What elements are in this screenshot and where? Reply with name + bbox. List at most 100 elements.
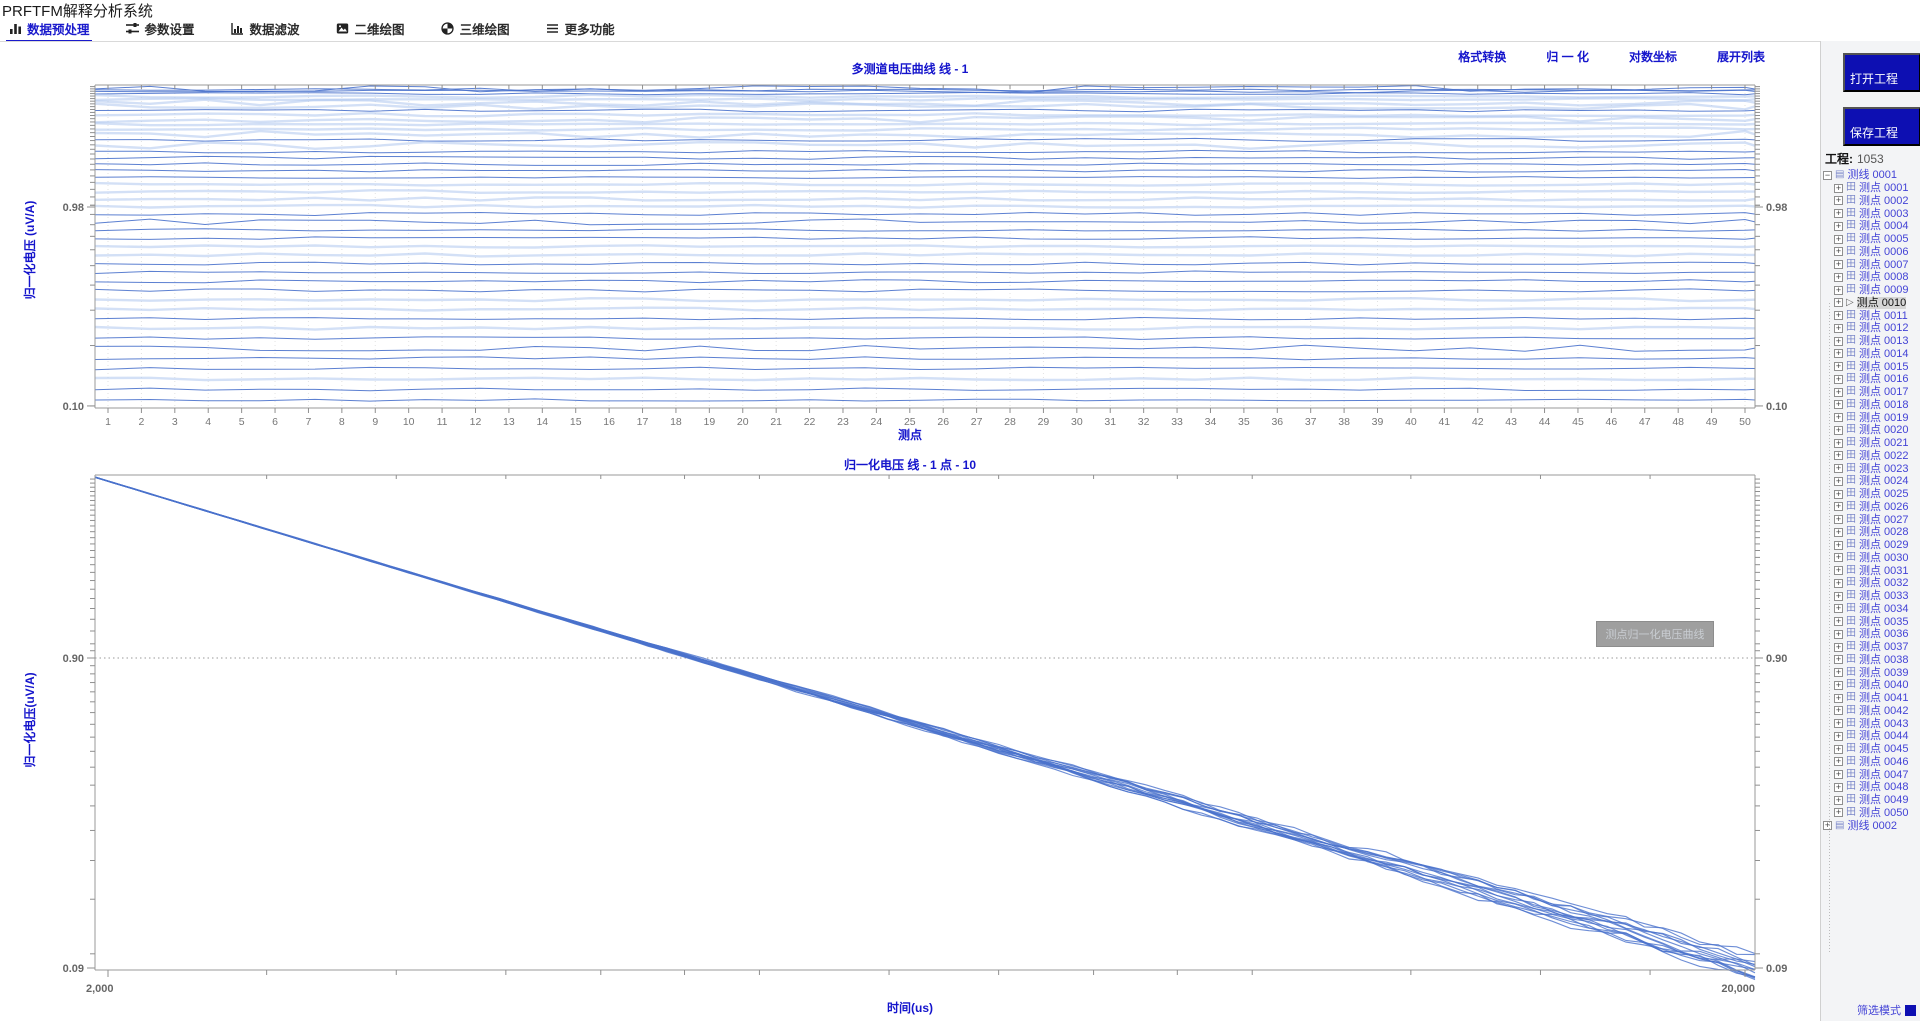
tree-expand-icon[interactable]: + (1834, 463, 1843, 474)
tree-expand-icon[interactable]: + (1834, 679, 1843, 690)
tree-node[interactable]: + 田测点 0025 (1821, 488, 1920, 501)
action-normalize[interactable]: 归 一 化 (1546, 50, 1589, 64)
menu-item-param-settings[interactable]: 参数设置 (124, 17, 197, 42)
tree-node[interactable]: + 田测点 0049 (1821, 794, 1920, 807)
tree-expand-icon[interactable]: + (1834, 769, 1843, 780)
tree-expand-icon[interactable]: + (1834, 526, 1843, 537)
tree-node[interactable]: + 田测点 0044 (1821, 730, 1920, 743)
tree-node[interactable]: + 田测点 0037 (1821, 641, 1920, 654)
menu-item-plot-2d[interactable]: 二维绘图 (334, 17, 407, 42)
tree-expand-icon[interactable]: + (1834, 718, 1843, 729)
menu-item-data-preprocess[interactable]: 数据预处理 (6, 17, 92, 42)
tree-node[interactable]: + 田测点 0045 (1821, 743, 1920, 756)
filter-mode-checkbox[interactable] (1905, 1004, 1916, 1016)
point-normalized-voltage-curve-button[interactable]: 测点归一化电压曲线 (1596, 621, 1714, 647)
tree-expand-icon[interactable]: + (1834, 322, 1843, 333)
tree-expand-icon[interactable]: + (1834, 182, 1843, 193)
tree-expand-icon[interactable]: + (1834, 246, 1843, 257)
tree-expand-icon[interactable]: + (1834, 794, 1843, 805)
tree-node[interactable]: + 田测点 0050 (1821, 807, 1920, 820)
tree-expand-icon[interactable]: + (1834, 539, 1843, 550)
tree-node[interactable]: + 田测点 0036 (1821, 628, 1920, 641)
tree-expand-icon[interactable]: + (1834, 361, 1843, 372)
tree-node[interactable]: + 田测点 0028 (1821, 526, 1920, 539)
tree-node[interactable]: + 田测点 0031 (1821, 564, 1920, 577)
tree-node[interactable]: + 田测点 0030 (1821, 552, 1920, 565)
action-format-convert[interactable]: 格式转换 (1458, 50, 1507, 64)
menu-item-more-functions[interactable]: 更多功能 (544, 17, 617, 42)
tree-expand-icon[interactable]: + (1834, 284, 1843, 295)
save-project-button[interactable]: 保存工程 (1843, 107, 1920, 146)
tree-expand-icon[interactable]: + (1834, 743, 1843, 754)
tree-node[interactable]: + 田测点 0015 (1821, 360, 1920, 373)
tree-expand-icon[interactable]: + (1834, 271, 1843, 282)
tree-expand-icon[interactable]: + (1834, 730, 1843, 741)
tree-node[interactable]: + 田测点 0033 (1821, 590, 1920, 603)
tree-node[interactable]: + 田测点 0011 (1821, 309, 1920, 322)
tree-node[interactable]: + 田测点 0009 (1821, 284, 1920, 297)
tree-node[interactable]: + 田测点 0018 (1821, 399, 1920, 412)
tree-expand-icon[interactable]: + (1834, 705, 1843, 716)
tree-expand-icon[interactable]: + (1834, 577, 1843, 588)
tree-expand-icon[interactable]: + (1834, 297, 1843, 308)
open-project-button[interactable]: 打开工程 (1843, 53, 1920, 92)
tree-expand-icon[interactable]: + (1834, 259, 1843, 270)
tree-expand-icon[interactable]: + (1834, 781, 1843, 792)
tree-node[interactable]: − ▤ 测线 0001 (1821, 169, 1920, 182)
tree-node[interactable]: + 田测点 0046 (1821, 756, 1920, 769)
tree-node[interactable]: + 田测点 0003 (1821, 207, 1920, 220)
tree-node[interactable]: + 田测点 0002 (1821, 195, 1920, 208)
tree-node[interactable]: + 田测点 0023 (1821, 462, 1920, 475)
tree-node[interactable]: + 田测点 0041 (1821, 692, 1920, 705)
menu-item-data-filter[interactable]: 数据滤波 (229, 17, 302, 42)
tree-node[interactable]: + 田测点 0032 (1821, 577, 1920, 590)
tree-expand-icon[interactable]: + (1834, 628, 1843, 639)
tree-expand-icon[interactable]: + (1834, 514, 1843, 525)
tree-node[interactable]: + 田测点 0008 (1821, 271, 1920, 284)
tree-node[interactable]: + 田测点 0026 (1821, 501, 1920, 514)
tree-node[interactable]: + 田测点 0024 (1821, 475, 1920, 488)
tree-expand-icon[interactable]: + (1823, 820, 1832, 831)
tree-expand-icon[interactable]: + (1834, 807, 1843, 818)
tree-expand-icon[interactable]: + (1834, 195, 1843, 206)
tree-expand-icon[interactable]: + (1834, 412, 1843, 423)
action-log-axis[interactable]: 对数坐标 (1628, 50, 1677, 64)
tree-node[interactable]: + 田测点 0013 (1821, 335, 1920, 348)
tree-expand-icon[interactable]: + (1834, 667, 1843, 678)
tree-node[interactable]: + 田测点 0017 (1821, 386, 1920, 399)
tree-node[interactable]: + 田测点 0014 (1821, 348, 1920, 361)
action-expand-list[interactable]: 展开列表 (1716, 50, 1765, 64)
tree-node[interactable]: + 田测点 0020 (1821, 424, 1920, 437)
tree-expand-icon[interactable]: + (1834, 552, 1843, 563)
tree-node[interactable]: + 田测点 0048 (1821, 781, 1920, 794)
tree-expand-icon[interactable]: + (1834, 475, 1843, 486)
tree-expand-icon[interactable]: + (1834, 310, 1843, 321)
tree-expand-icon[interactable]: + (1834, 692, 1843, 703)
tree-node[interactable]: + 田测点 0021 (1821, 437, 1920, 450)
tree-node[interactable]: + 田测点 0001 (1821, 182, 1920, 195)
tree-expand-icon[interactable]: + (1834, 208, 1843, 219)
tree-node[interactable]: + 田测点 0029 (1821, 539, 1920, 552)
tree-expand-icon[interactable]: + (1834, 501, 1843, 512)
tree-node[interactable]: + 田测点 0042 (1821, 705, 1920, 718)
tree-expand-icon[interactable]: + (1834, 386, 1843, 397)
tree-expand-icon[interactable]: + (1834, 373, 1843, 384)
tree-expand-icon[interactable]: + (1834, 233, 1843, 244)
tree-expand-icon[interactable]: + (1834, 220, 1843, 231)
tree-expand-icon[interactable]: + (1834, 335, 1843, 346)
tree-node[interactable]: + 田测点 0016 (1821, 373, 1920, 386)
chart1-plot[interactable]: 0.98 0.980.10 0.101 2 3 4 5 6 7 8 9 10 11 12 13 14 15 16 1… (0, 46, 1820, 448)
tree-node[interactable]: + 田测点 0039 (1821, 666, 1920, 679)
tree-expand-icon[interactable]: + (1834, 488, 1843, 499)
tree-node[interactable]: + 田测点 0004 (1821, 220, 1920, 233)
tree-expand-icon[interactable]: + (1834, 437, 1843, 448)
tree-expand-icon[interactable]: + (1834, 399, 1843, 410)
tree-node[interactable]: + 田测点 0035 (1821, 615, 1920, 628)
tree-expand-icon[interactable]: + (1834, 616, 1843, 627)
tree-node[interactable]: + ▷ 测点 0010 (1821, 296, 1920, 310)
tree-expand-icon[interactable]: + (1834, 641, 1843, 652)
tree-expand-icon[interactable]: + (1834, 424, 1843, 435)
tree-expand-icon[interactable]: + (1834, 654, 1843, 665)
tree-expand-icon[interactable]: + (1834, 450, 1843, 461)
tree-node[interactable]: + 田测点 0038 (1821, 654, 1920, 667)
